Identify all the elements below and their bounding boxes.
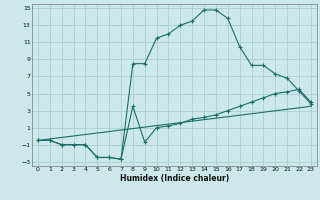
X-axis label: Humidex (Indice chaleur): Humidex (Indice chaleur)	[120, 174, 229, 183]
